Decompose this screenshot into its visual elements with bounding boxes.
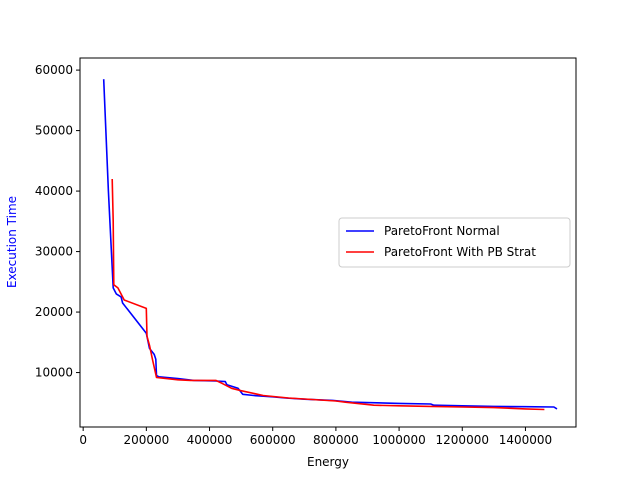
- x-axis-label: Energy: [307, 455, 349, 469]
- legend-label-pb-strat: ParetoFront With PB Strat: [384, 245, 536, 259]
- y-tick-label: 10000: [35, 366, 73, 380]
- x-tick-label: 600000: [250, 433, 296, 447]
- y-tick-label: 30000: [35, 245, 73, 259]
- y-tick-label: 50000: [35, 124, 73, 138]
- x-tick-label: 1200000: [436, 433, 489, 447]
- y-axis-label: Execution Time: [5, 196, 19, 288]
- x-tick-label: 0: [79, 433, 87, 447]
- y-tick-label: 60000: [35, 63, 73, 77]
- x-tick-label: 1400000: [499, 433, 552, 447]
- x-tick-label: 1000000: [372, 433, 425, 447]
- x-tick-label: 800000: [313, 433, 359, 447]
- x-tick-label: 400000: [187, 433, 233, 447]
- legend-label-normal: ParetoFront Normal: [384, 224, 500, 238]
- legend: ParetoFront Normal ParetoFront With PB S…: [339, 218, 570, 267]
- x-tick-label: 200000: [123, 433, 169, 447]
- y-tick-label: 40000: [35, 184, 73, 198]
- y-tick-label: 20000: [35, 305, 73, 319]
